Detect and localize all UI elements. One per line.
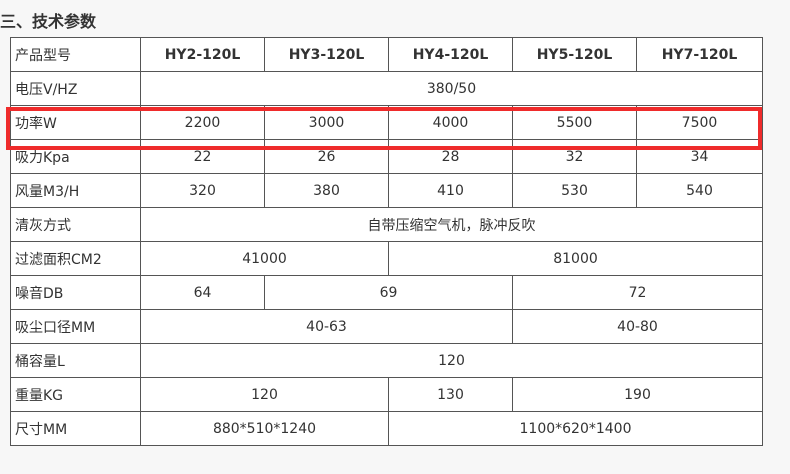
row-label-noise: 噪音DB [10,275,141,310]
model-cell: HY5-120L [512,37,637,72]
noise-cell: 72 [512,275,763,310]
power-cell: 4000 [388,105,513,140]
row-label-size: 尺寸MM [10,411,141,446]
noise-cell: 69 [264,275,513,310]
model-cell: HY2-120L [140,37,265,72]
table-row-filter-area: 过滤面积CM2 41000 81000 [10,241,763,276]
capacity-cell: 120 [140,343,763,378]
row-label-capacity: 桶容量L [10,343,141,378]
table-row-capacity: 桶容量L 120 [10,343,763,378]
cleaning-cell: 自带压缩空气机，脉冲反吹 [140,207,763,242]
suction-cell: 32 [512,139,637,174]
inlet-cell: 40-63 [140,309,513,344]
suction-cell: 26 [264,139,389,174]
row-label-power: 功率W [10,105,141,140]
table-row-model: 产品型号 HY2-120L HY3-120L HY4-120L HY5-120L… [10,37,763,72]
row-label-inlet: 吸尘口径MM [10,309,141,344]
airflow-cell: 320 [140,173,265,208]
power-cell: 7500 [636,105,763,140]
row-label-cleaning: 清灰方式 [10,207,141,242]
size-cell: 1100*620*1400 [388,411,763,446]
airflow-cell: 540 [636,173,763,208]
model-cell: HY3-120L [264,37,389,72]
row-label-suction: 吸力Kpa [10,139,141,174]
filter-area-cell: 41000 [140,241,389,276]
model-cell: HY7-120L [636,37,763,72]
noise-cell: 64 [140,275,265,310]
power-cell: 5500 [512,105,637,140]
voltage-cell: 380/50 [140,71,763,106]
power-cell: 3000 [264,105,389,140]
table-row-weight: 重量KG 120 130 190 [10,377,763,412]
size-cell: 880*510*1240 [140,411,389,446]
filter-area-cell: 81000 [388,241,763,276]
row-label-filter-area: 过滤面积CM2 [10,241,141,276]
power-cell: 2200 [140,105,265,140]
row-label-weight: 重量KG [10,377,141,412]
suction-cell: 28 [388,139,513,174]
table-row-inlet: 吸尘口径MM 40-63 40-80 [10,309,763,344]
row-label-airflow: 风量M3/H [10,173,141,208]
airflow-cell: 380 [264,173,389,208]
spec-table: 产品型号 HY2-120L HY3-120L HY4-120L HY5-120L… [10,37,763,446]
weight-cell: 120 [140,377,389,412]
section-title: 三、技术参数 [0,12,97,31]
airflow-cell: 410 [388,173,513,208]
row-label-voltage: 电压V/HZ [10,71,141,106]
table-row-voltage: 电压V/HZ 380/50 [10,71,763,106]
model-cell: HY4-120L [388,37,513,72]
table-row-power: 功率W 2200 3000 4000 5500 7500 [10,105,763,140]
inlet-cell: 40-80 [512,309,763,344]
suction-cell: 22 [140,139,265,174]
table-row-cleaning: 清灰方式 自带压缩空气机，脉冲反吹 [10,207,763,242]
table-row-airflow: 风量M3/H 320 380 410 530 540 [10,173,763,208]
table-row-noise: 噪音DB 64 69 72 [10,275,763,310]
row-label-model: 产品型号 [10,37,141,72]
suction-cell: 34 [636,139,763,174]
weight-cell: 130 [388,377,513,412]
table-row-suction: 吸力Kpa 22 26 28 32 34 [10,139,763,174]
weight-cell: 190 [512,377,763,412]
airflow-cell: 530 [512,173,637,208]
table-row-size: 尺寸MM 880*510*1240 1100*620*1400 [10,411,763,446]
